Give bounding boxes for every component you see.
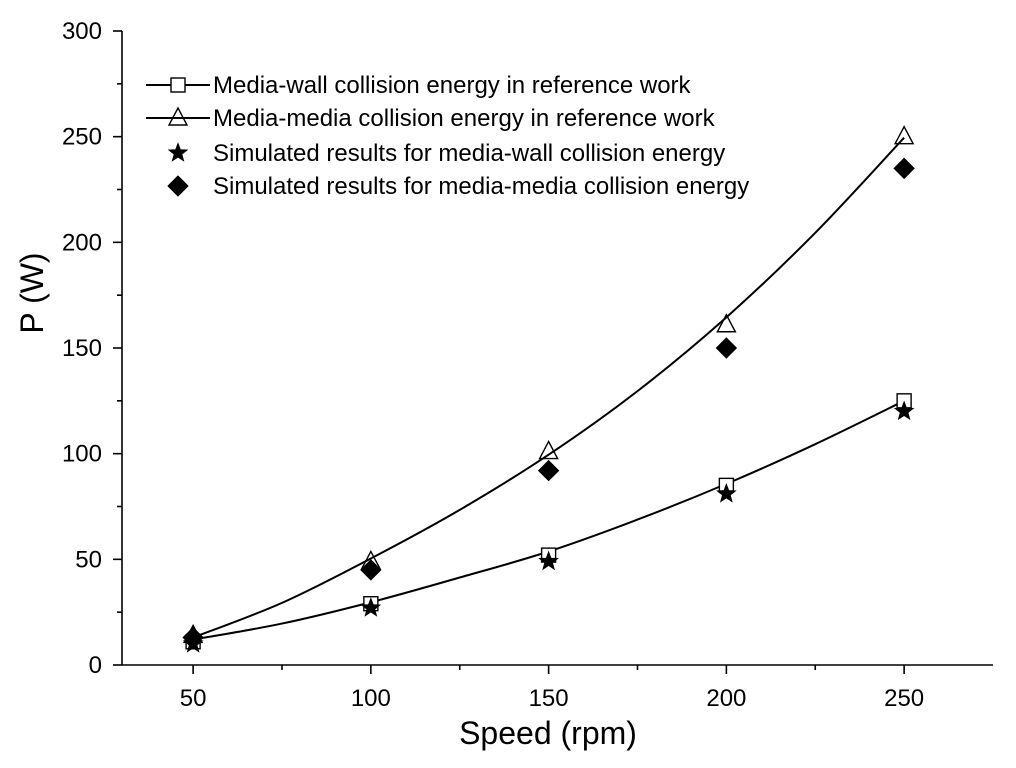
y-tick-label: 300: [62, 18, 102, 45]
legend-marker: [171, 78, 185, 92]
chart: 50 100 150 200 250 0 50 100 150 200 250 300 Media-w…: [0, 0, 1016, 768]
y-tick-label: 50: [75, 546, 102, 573]
y-tick-label: 150: [62, 335, 102, 362]
y-tick-label: 100: [62, 441, 102, 468]
legend-entry-media-wall-simulated: Simulated results for media-wall collisi…: [168, 140, 725, 167]
legend-marker: [168, 176, 188, 196]
media-media-simulated-point: [716, 338, 736, 358]
data-markers: [183, 127, 914, 652]
legend-entry-media-media-reference: Media-media collision energy in referenc…: [146, 105, 716, 132]
x-tick-label: 100: [351, 685, 391, 712]
legend-marker: [168, 143, 187, 161]
y-tick-label: 250: [62, 124, 102, 151]
y-tick-label: 0: [89, 652, 102, 679]
x-tick-label: 50: [180, 685, 207, 712]
legend: Media-wall collision energy in reference…: [146, 72, 749, 200]
legend-label: Media-media collision energy in referenc…: [213, 105, 716, 132]
media-media-simulated-point: [539, 461, 559, 481]
y-tick-label: 200: [62, 229, 102, 256]
legend-marker: [169, 108, 187, 125]
legend-entry-media-wall-reference: Media-wall collision energy in reference…: [146, 72, 692, 99]
legend-label: Simulated results for media-wall collisi…: [213, 140, 725, 167]
x-tick-label: 250: [884, 685, 924, 712]
fit-curve-1: [193, 401, 904, 640]
x-tick-label: 200: [706, 685, 746, 712]
legend-label: Media-wall collision energy in reference…: [213, 72, 692, 99]
x-axis-title: Speed (rpm): [459, 715, 637, 751]
legend-label: Simulated results for media-media collis…: [213, 173, 749, 200]
media-media-simulated-point: [894, 158, 914, 178]
legend-entry-media-media-simulated: Simulated results for media-media collis…: [168, 173, 749, 200]
x-tick-label: 150: [529, 685, 569, 712]
media-media-reference-point: [895, 127, 913, 144]
y-axis-title: P (W): [14, 252, 50, 333]
